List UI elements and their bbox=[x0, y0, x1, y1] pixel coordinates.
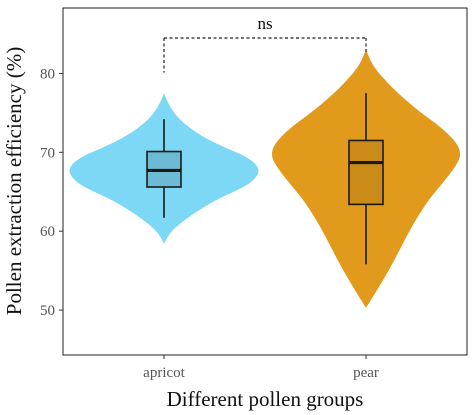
violins-layer bbox=[69, 49, 461, 308]
x-axis-title: Different pollen groups bbox=[167, 387, 364, 411]
y-axis: 50 60 70 80 bbox=[40, 66, 63, 319]
y-tick-label-80: 80 bbox=[40, 66, 55, 82]
boxplots-layer bbox=[146, 93, 384, 265]
x-tick-label-pear: pear bbox=[353, 365, 379, 381]
plot-panel-border bbox=[62, 7, 468, 356]
y-tick-label-70: 70 bbox=[40, 145, 55, 161]
y-tick-label-60: 60 bbox=[40, 224, 55, 240]
box-pear bbox=[348, 139, 384, 206]
y-tick-label-50: 50 bbox=[40, 303, 55, 319]
significance-annotation: ns bbox=[163, 14, 367, 73]
y-axis-title: Pollen extraction efficiency (%) bbox=[2, 47, 26, 315]
x-tick-label-apricot: apricot bbox=[143, 365, 185, 381]
sig-label: ns bbox=[257, 14, 272, 33]
x-axis: apricot pear bbox=[143, 355, 379, 381]
